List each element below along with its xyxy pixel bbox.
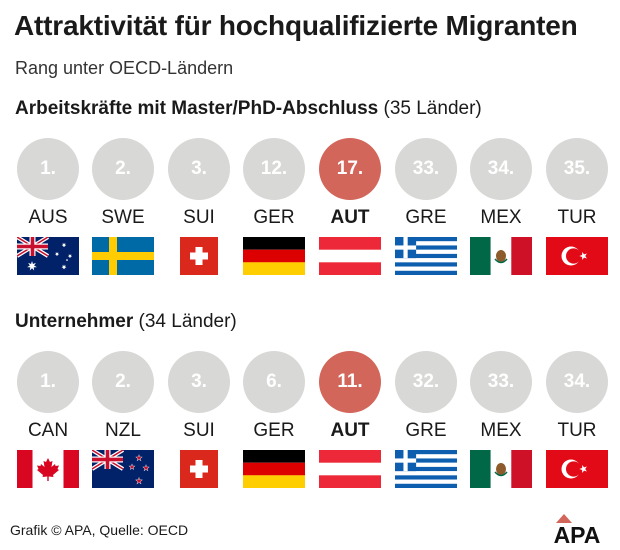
country-code-label: SWE — [101, 207, 145, 228]
country-code-label: GRE — [405, 207, 447, 228]
country-code-label: NZL — [105, 420, 141, 441]
country-code-label: GRE — [405, 420, 447, 441]
rank-circle: 35. — [546, 138, 608, 200]
rank-circle: 2. — [92, 138, 154, 200]
page-subtitle: Rang unter OECD-Ländern — [15, 58, 234, 78]
rank-circle: 6. — [243, 351, 305, 413]
country-rank-gre: 33. GRE — [386, 138, 466, 288]
country-rank-sui: 3. SUI — [159, 351, 239, 501]
rank-circle: 12. — [243, 138, 305, 200]
country-rank-tur: 35. TUR — [537, 138, 617, 288]
rank-circle: 32. — [395, 351, 457, 413]
austria-flag-icon — [319, 237, 381, 275]
country-rank-tur: 34. TUR — [537, 351, 617, 501]
rank-circle: 3. — [168, 351, 230, 413]
greece-flag-icon — [395, 450, 457, 488]
austria-flag-icon — [319, 450, 381, 488]
country-rank-gre: 32. GRE — [386, 351, 466, 501]
section-title-graduates: Arbeitskräfte mit Master/PhD-Abschluss (… — [15, 98, 482, 120]
rank-circle: 34. — [546, 351, 608, 413]
country-code-label: MEX — [480, 420, 522, 441]
sweden-flag-icon — [92, 237, 154, 275]
country-rank-aut: 11. AUT — [310, 351, 390, 501]
country-rank-mex: 34. MEX — [461, 138, 541, 288]
country-code-label: MEX — [480, 207, 522, 228]
section-title-count: (34 Länder) — [138, 311, 237, 332]
apa-logo-triangle — [556, 514, 572, 523]
country-rank-ger: 6. GER — [234, 351, 314, 501]
germany-flag-icon — [243, 450, 305, 488]
turkey-flag-icon — [546, 237, 608, 275]
germany-flag-icon — [243, 237, 305, 275]
country-rank-sui: 3. SUI — [159, 138, 239, 288]
country-code-label: AUS — [28, 207, 68, 228]
country-code-label: GER — [253, 420, 295, 441]
section-title-main: Unternehmer — [15, 311, 134, 332]
section-title-entrepreneurs: Unternehmer (34 Länder) — [15, 311, 237, 333]
rank-circle: 34. — [470, 138, 532, 200]
source-footer: Grafik © APA, Quelle: OECD — [10, 522, 189, 538]
country-rank-ger: 12. GER — [234, 138, 314, 288]
switzerland-flag-icon — [180, 237, 218, 275]
apa-logo-text: APA — [554, 522, 601, 544]
greece-flag-icon — [395, 237, 457, 275]
country-code-label: SUI — [183, 420, 215, 441]
country-code-label: AUT — [330, 420, 370, 441]
rank-circle: 1. — [17, 138, 79, 200]
country-rank-aus: 1. AUS — [8, 138, 88, 288]
mexico-flag-icon — [470, 450, 532, 488]
section-title-main: Arbeitskräfte mit Master/PhD-Abschluss — [15, 98, 379, 119]
canada-flag-icon — [17, 450, 79, 488]
rank-circle: 33. — [395, 138, 457, 200]
apa-logo: APA — [554, 514, 601, 544]
rank-circle: 11. — [319, 351, 381, 413]
rank-circle: 3. — [168, 138, 230, 200]
country-rank-nzl: 2. NZL — [83, 351, 163, 501]
mexico-flag-icon — [470, 237, 532, 275]
page-title: Attraktivität für hochqualifizierte Migr… — [14, 10, 578, 41]
country-rank-can: 1. CAN — [8, 351, 88, 501]
rank-circle: 17. — [319, 138, 381, 200]
turkey-flag-icon — [546, 450, 608, 488]
country-code-label: GER — [253, 207, 295, 228]
country-code-label: CAN — [27, 420, 69, 441]
country-code-label: AUT — [330, 207, 370, 228]
section-title-count: (35 Länder) — [383, 98, 482, 119]
country-code-label: SUI — [183, 207, 215, 228]
switzerland-flag-icon — [180, 450, 218, 488]
australia-flag-icon — [17, 237, 79, 275]
country-rank-mex: 33. MEX — [461, 351, 541, 501]
rank-circle: 1. — [17, 351, 79, 413]
country-code-label: TUR — [557, 420, 597, 441]
new-zealand-flag-icon — [92, 450, 154, 488]
rank-circle: 2. — [92, 351, 154, 413]
country-code-label: TUR — [557, 207, 597, 228]
ranking-row-graduates: 1. AUS 2. SWE 3. SUI 12. GER 17. AUT 33. GRE 34. MEX 3… — [0, 138, 620, 288]
rank-circle: 33. — [470, 351, 532, 413]
country-rank-aut: 17. AUT — [310, 138, 390, 288]
country-rank-swe: 2. SWE — [83, 138, 163, 288]
ranking-row-entrepreneurs: 1. CAN 2. NZL 3. SUI 6. GER 11. AUT 32. GRE 33. MEX 34… — [0, 351, 620, 501]
